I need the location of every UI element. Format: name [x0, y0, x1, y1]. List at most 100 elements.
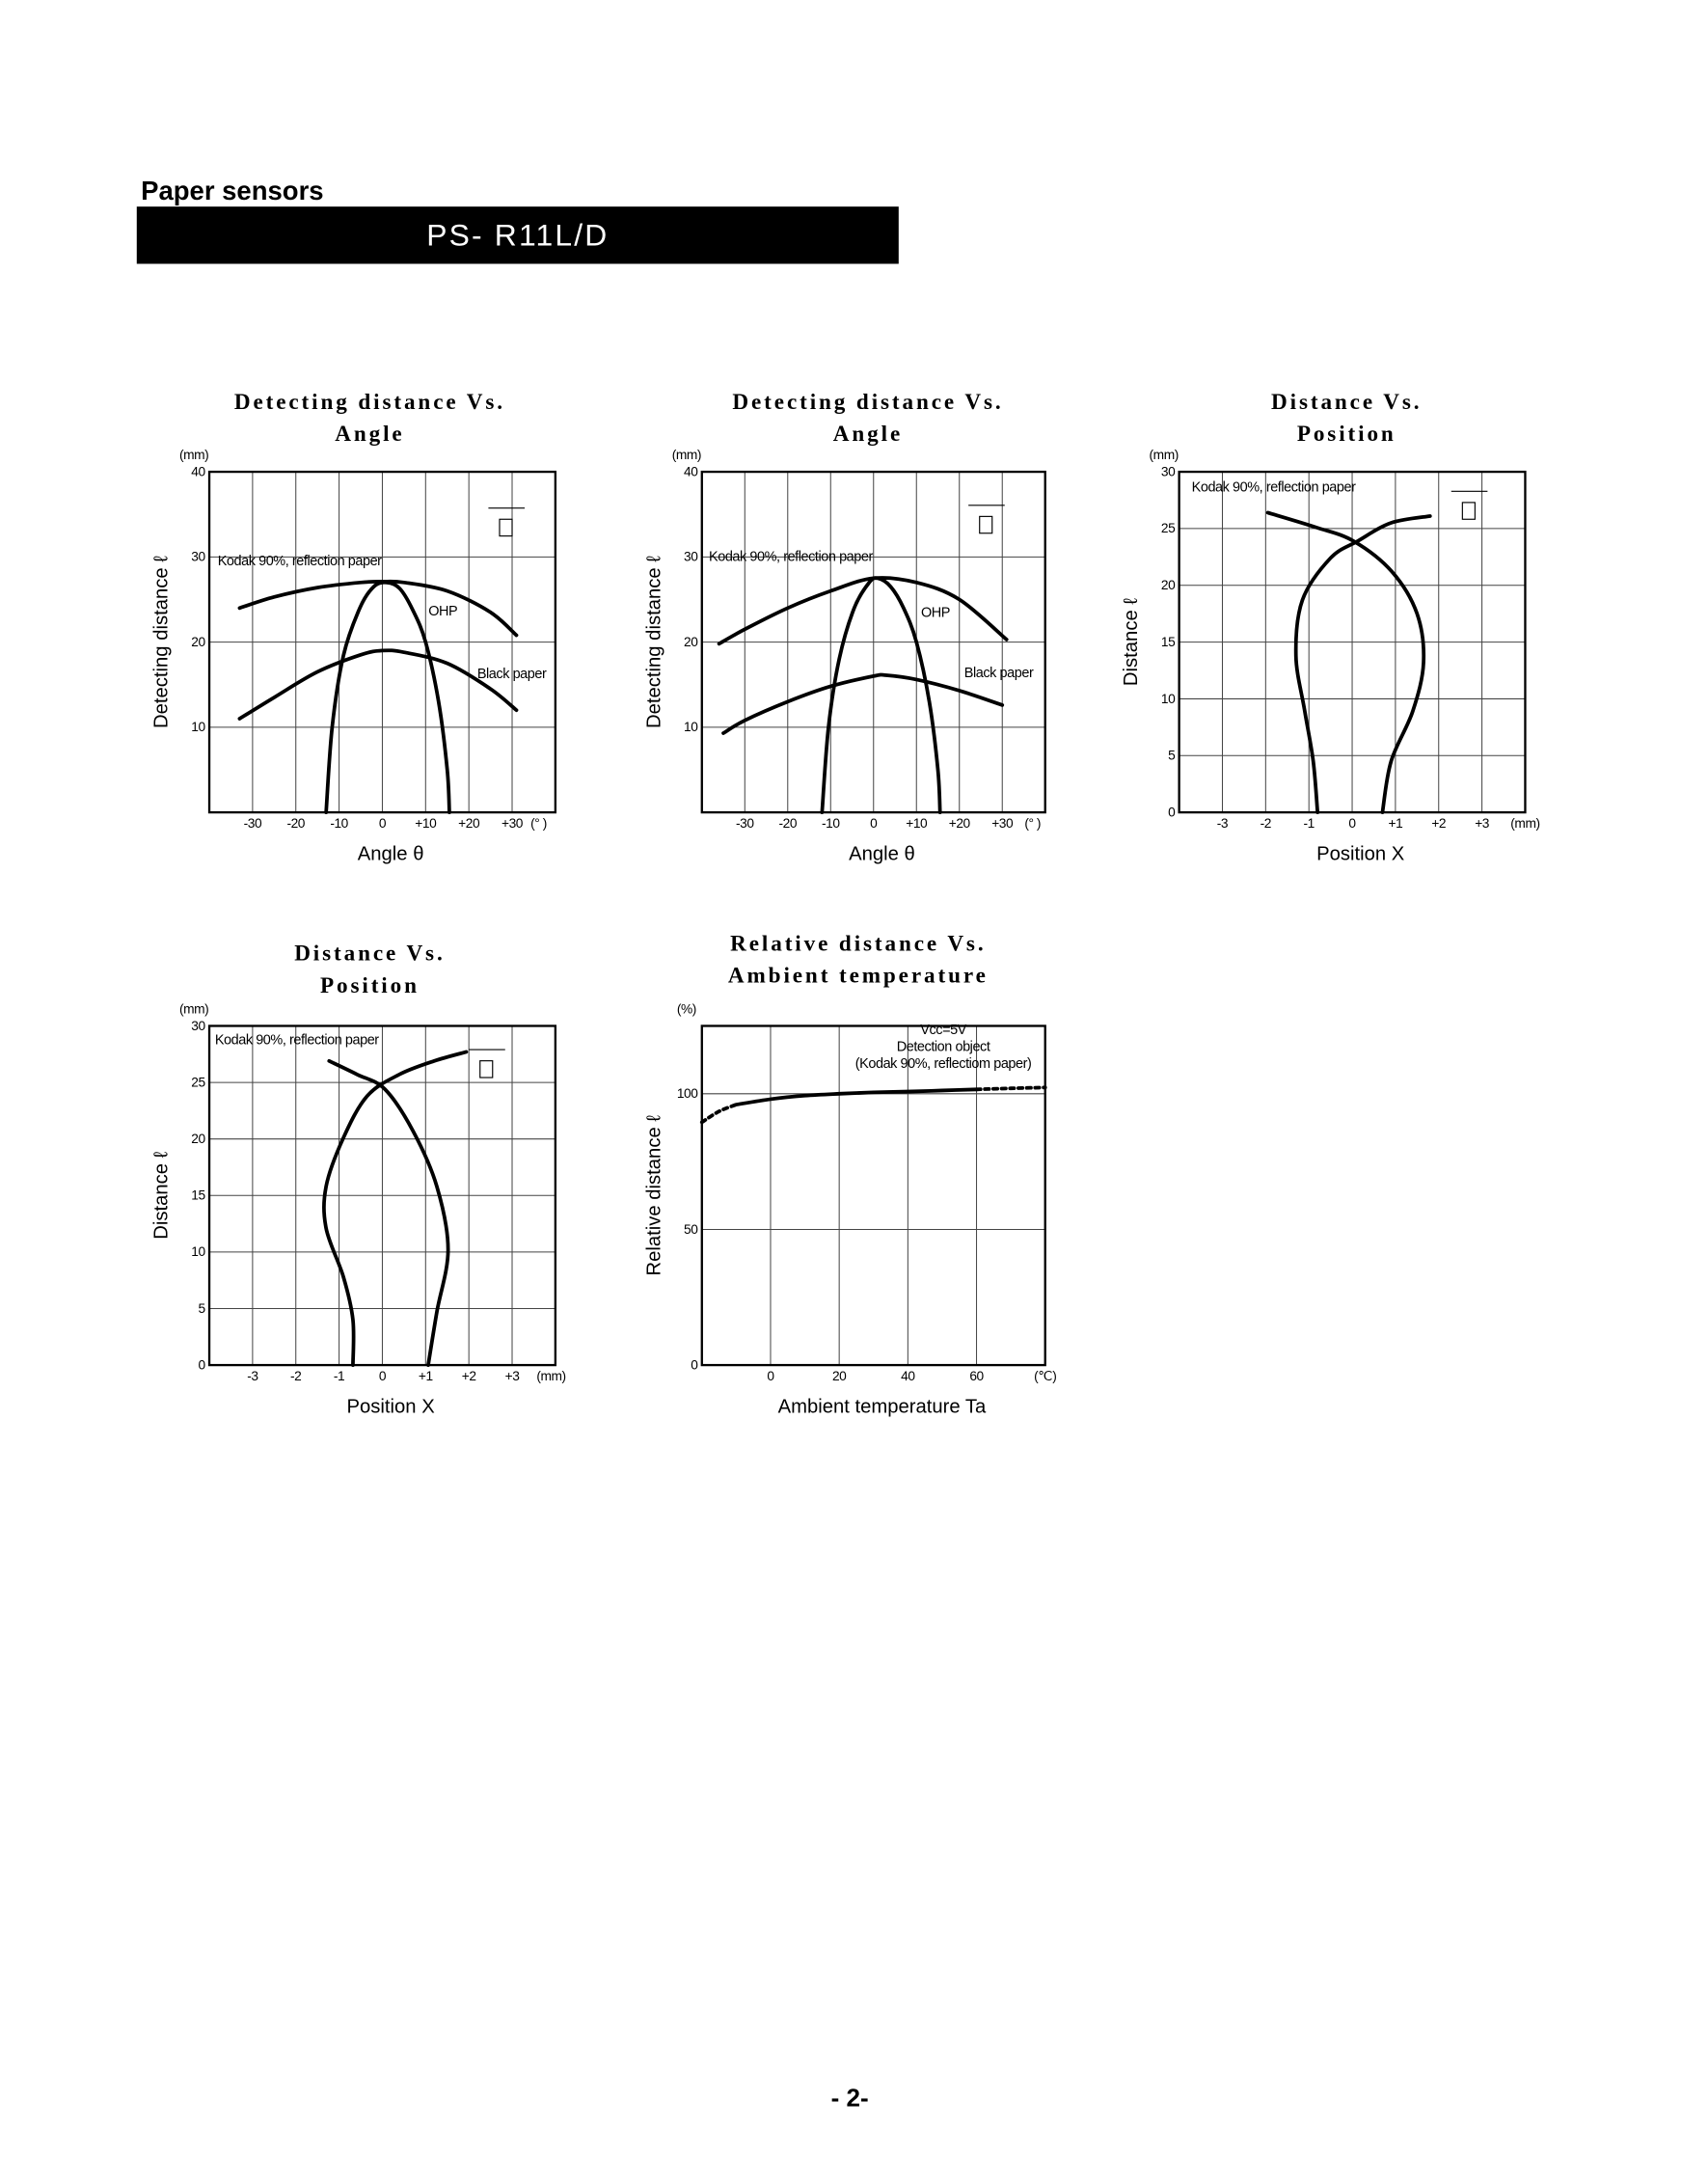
y-tick-label: 20 [191, 635, 205, 649]
y-tick-label: 100 [677, 1086, 698, 1101]
annotation: Vcc=5V [920, 1023, 966, 1038]
series-label: Kodak 90%, reflection paper [218, 554, 382, 569]
y-tick-label: 0 [691, 1357, 698, 1372]
x-tick-label: +30 [991, 816, 1014, 831]
sensor-icon [1461, 502, 1476, 520]
x-tick-label: +1 [419, 1369, 433, 1383]
y-tick-label: 10 [684, 720, 698, 734]
y-tick-label: 30 [191, 1019, 205, 1033]
annotation: (Kodak 90%, reflectiom paper) [855, 1056, 1032, 1072]
x-tick-label: 20 [832, 1369, 847, 1383]
chart-title: Detecting distance Vs. [234, 390, 505, 415]
y-unit: (mm) [179, 1001, 208, 1016]
chart-title: Position [1297, 422, 1396, 447]
y-tick-label: 40 [684, 464, 698, 478]
data-line [734, 1087, 979, 1106]
x-tick-label: -1 [1304, 816, 1315, 831]
x-tick-label: -3 [247, 1369, 258, 1383]
x-tick-label: +3 [1475, 816, 1490, 831]
x-unit: (° ) [530, 816, 547, 831]
x-tick-label: 40 [901, 1369, 915, 1383]
sensor-icon [499, 518, 513, 537]
y-unit: (mm) [179, 448, 208, 462]
sensor-icon [479, 1060, 494, 1078]
y-axis-label: Relative distance ℓ [643, 1115, 664, 1276]
x-tick-label: +10 [415, 816, 437, 831]
plot-frame [207, 1024, 557, 1367]
chart-title: Position [320, 973, 420, 998]
model-bar [136, 206, 899, 264]
y-tick-label: 10 [191, 1244, 205, 1259]
y-axis-label: Distance ℓ [1121, 598, 1142, 686]
series-label: Kodak 90%, reflection paper [709, 550, 873, 565]
y-tick-label: 30 [191, 550, 205, 564]
x-unit: (mm) [1510, 816, 1539, 831]
x-tick-label: -2 [1261, 816, 1271, 831]
x-tick-label: -3 [1217, 816, 1229, 831]
x-unit: (° ) [1024, 816, 1041, 831]
y-tick-label: 25 [1161, 521, 1176, 535]
x-tick-label: -10 [822, 816, 840, 831]
series-label: Black paper [477, 667, 547, 682]
y-unit: (mm) [672, 448, 701, 462]
data-line [699, 1103, 739, 1125]
y-tick-label: 0 [198, 1357, 205, 1372]
chart-title: Distance Vs. [1271, 390, 1422, 415]
series-label: OHP [428, 604, 457, 619]
x-tick-label: -10 [330, 816, 348, 831]
y-axis-label: Distance ℓ [151, 1151, 173, 1239]
chart-title: Detecting distance Vs. [732, 390, 1003, 415]
chart-title: Distance Vs. [294, 941, 445, 966]
x-tick-label: +2 [462, 1369, 476, 1383]
y-tick-label: 15 [191, 1188, 205, 1203]
data-line [1293, 514, 1432, 814]
y-tick-label: 5 [198, 1301, 205, 1316]
x-tick-label: -2 [290, 1369, 301, 1383]
data-line [717, 576, 1009, 646]
x-unit: (mm) [536, 1369, 565, 1383]
data-line [327, 1058, 450, 1367]
plot-frame [207, 470, 557, 814]
y-axis-label: Detecting distance ℓ [643, 556, 664, 728]
y-tick-label: 30 [684, 550, 698, 564]
x-axis-label: Angle θ [358, 843, 424, 864]
x-tick-label: 0 [379, 1369, 387, 1383]
x-tick-label: 60 [969, 1369, 984, 1383]
y-tick-label: 30 [1161, 464, 1176, 478]
x-tick-label: +2 [1431, 816, 1446, 831]
x-tick-label: -30 [736, 816, 754, 831]
y-tick-label: 10 [191, 720, 205, 734]
section-title: Paper sensors [141, 176, 323, 205]
series-label: Black paper [964, 666, 1034, 681]
x-axis-label: Position X [347, 1396, 436, 1417]
y-tick-label: 10 [1161, 692, 1176, 706]
x-tick-label: -20 [286, 816, 305, 831]
x-tick-label: +20 [949, 816, 971, 831]
data-line [1265, 510, 1426, 814]
x-tick-label: +30 [502, 816, 524, 831]
chart-title: Ambient temperature [728, 964, 989, 989]
annotation: Kodak 90%, reflection paper [1192, 479, 1356, 495]
annotation: Kodak 90%, reflection paper [215, 1032, 379, 1048]
model-name: PS- R11L/D [426, 218, 609, 253]
y-tick-label: 50 [684, 1222, 698, 1237]
y-axis-label: Detecting distance ℓ [151, 556, 173, 728]
series-label: OHP [921, 606, 950, 621]
x-tick-label: +20 [458, 816, 480, 831]
plot-frame [700, 1024, 1046, 1367]
x-tick-label: +1 [1388, 816, 1402, 831]
chart-title: Relative distance Vs. [730, 931, 986, 956]
x-tick-label: +10 [906, 816, 928, 831]
x-tick-label: -1 [334, 1369, 344, 1383]
data-line [324, 580, 451, 814]
y-unit: (mm) [1150, 448, 1179, 462]
x-axis-label: Position X [1316, 843, 1405, 864]
chart-title: Angle [833, 422, 903, 447]
y-tick-label: 15 [1161, 635, 1176, 649]
y-tick-label: 40 [191, 464, 205, 478]
x-tick-label: 0 [767, 1369, 774, 1383]
x-tick-label: 0 [870, 816, 878, 831]
data-line [974, 1085, 1047, 1092]
